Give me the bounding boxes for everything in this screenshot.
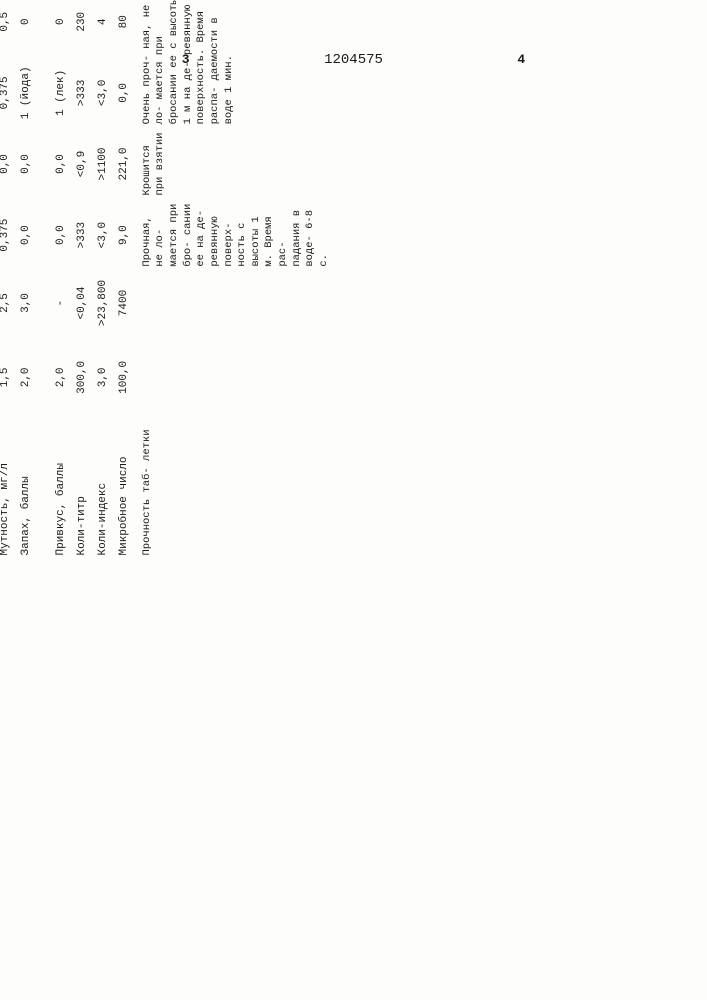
empty-cell [135,271,335,336]
row-label: Привкус, баллы [51,419,72,559]
table-row: Мутность, мг/л1,52,50,3750,00,3750,50,51… [0,0,16,560]
cell: 2,5 [0,271,16,336]
cell: 2,0 [51,335,72,419]
cell: 1 (йода) [16,57,52,128]
cell: <0,9 [72,128,93,199]
row-label: Микробное число [114,419,135,559]
cell: 0 [16,0,52,57]
empty-cell [135,335,335,419]
cell: 1 (лек) [51,57,72,128]
cell: 7400 [114,271,135,336]
row-label: Мутность, мг/л [0,419,16,559]
cell: 0,0 [114,57,135,128]
note-cell: Прочная, не ло- мается при бро- сании ее… [135,200,335,271]
cell: 1,5 [0,335,16,419]
cell: <3,0 [93,57,114,128]
cell: <3,0 [93,200,114,271]
notes-row: Прочность таб- летки Прочная, не ло- мае… [135,0,335,560]
row-label: Коли-титр [72,419,93,559]
notes-label: Прочность таб- летки [135,419,335,559]
table-row: Привкус, баллы2,0-0,00,01 (лек)01 (лек)1… [51,0,72,560]
cell: 0,0 [16,200,52,271]
cell: 9,0 [114,200,135,271]
cell: 0,0 [16,128,52,199]
cell: 230 [72,0,93,57]
table-row: Микробное число100,074009,0221,00,080183… [114,0,135,560]
note-cell: Крошится при взятии [135,128,335,199]
table-row: Коли-титр300,0<0,04>333<0,9>333230333333… [72,0,93,560]
cell: >333 [72,57,93,128]
cell: 3,0 [93,335,114,419]
cell: 221,0 [114,128,135,199]
table-body: Содержание желе- за Fe+3,мг/л0,30,450,25… [0,0,335,560]
cell: 0,0 [51,200,72,271]
cell: - [51,271,72,336]
table-row: Запах, баллы2,03,00,00,01 (йода)01,0 (йо… [16,0,52,560]
row-label: Запах, баллы [16,419,52,559]
data-table: Показатели воды Требование ГОСТов 2874-7… [0,0,335,560]
page-num-right: 4 [517,52,525,67]
cell: >333 [72,200,93,271]
cell: 0,375 [0,57,16,128]
page: 3 . 4 1204575 Т а б л и ц а 2 Показатели… [0,0,707,1000]
cell: <0,04 [72,271,93,336]
cell: >23,800 [93,271,114,336]
cell: >1100 [93,128,114,199]
cell: 4 [93,0,114,57]
row-label: Коли-индекс [93,419,114,559]
cell: 0,0 [0,128,16,199]
cell: 100,0 [114,335,135,419]
cell: 0,375 [0,200,16,271]
cell: 0,0 [51,128,72,199]
cell: 2,0 [16,335,52,419]
rotated-table-block: Т а б л и ц а 2 Показатели воды Требован… [0,0,335,560]
cell: 3,0 [16,271,52,336]
cell: 0,5 [0,0,16,57]
note-cell: Очень проч- ная, не ло- мается при броса… [135,0,335,128]
cell: 80 [114,0,135,57]
cell: 300,0 [72,335,93,419]
cell: 0 [51,0,72,57]
table-row: Коли-индекс3,0>23,800<3,0>1100<3,04330,9 [93,0,114,560]
